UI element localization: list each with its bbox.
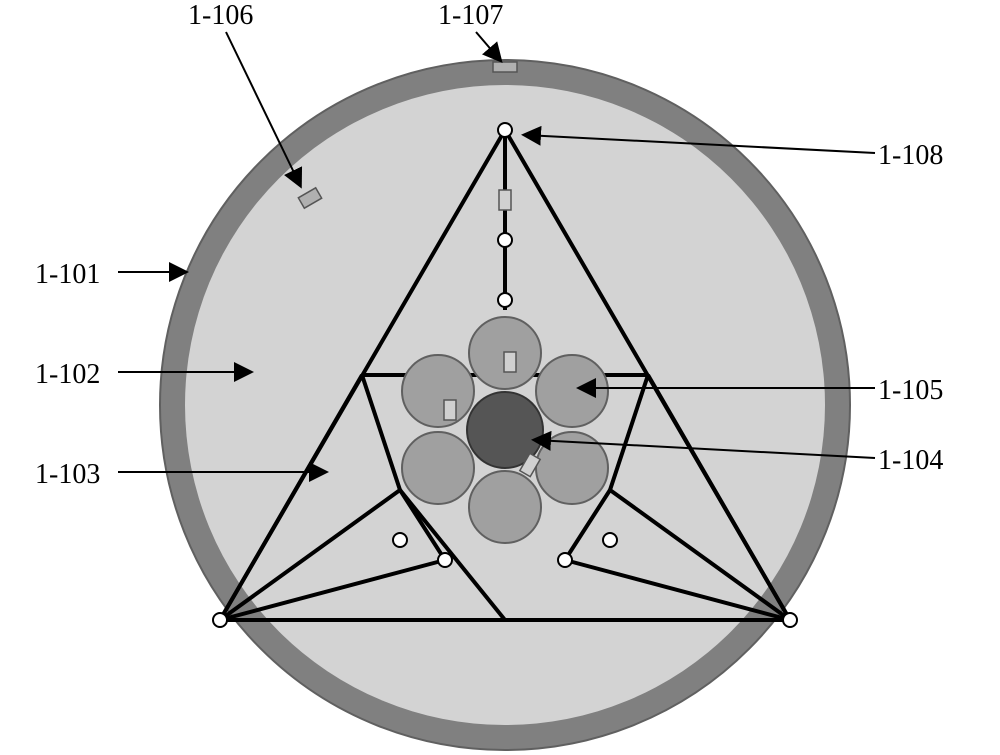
node-6 bbox=[603, 533, 617, 547]
label-l102: 1-102 bbox=[35, 359, 100, 391]
petal-circle-4 bbox=[402, 432, 474, 504]
arrow-l107 bbox=[476, 32, 500, 60]
node-8 bbox=[558, 553, 572, 567]
petal-circle-5 bbox=[402, 355, 474, 427]
node-2 bbox=[783, 613, 797, 627]
petal-circle-3 bbox=[469, 471, 541, 543]
node-1 bbox=[213, 613, 227, 627]
label-l106: 1-106 bbox=[188, 0, 253, 32]
label-l108: 1-108 bbox=[878, 140, 943, 172]
node-0 bbox=[498, 123, 512, 137]
small-rect-2 bbox=[444, 400, 456, 420]
node-3 bbox=[498, 293, 512, 307]
diagram-canvas: 1-101 1-102 1-103 1-104 1-105 1-106 1-107 1-108 bbox=[0, 0, 1000, 755]
label-l103: 1-103 bbox=[35, 459, 100, 491]
node-4 bbox=[498, 233, 512, 247]
label-l107: 1-107 bbox=[438, 0, 503, 32]
small-rect-0 bbox=[499, 190, 511, 210]
petal-circle-1 bbox=[536, 355, 608, 427]
marker-107 bbox=[493, 62, 517, 72]
label-l101: 1-101 bbox=[35, 259, 100, 291]
label-l104: 1-104 bbox=[878, 445, 943, 477]
label-l105: 1-105 bbox=[878, 375, 943, 407]
small-rect-1 bbox=[504, 352, 516, 372]
node-5 bbox=[393, 533, 407, 547]
diagram-svg bbox=[0, 0, 1000, 755]
node-7 bbox=[438, 553, 452, 567]
